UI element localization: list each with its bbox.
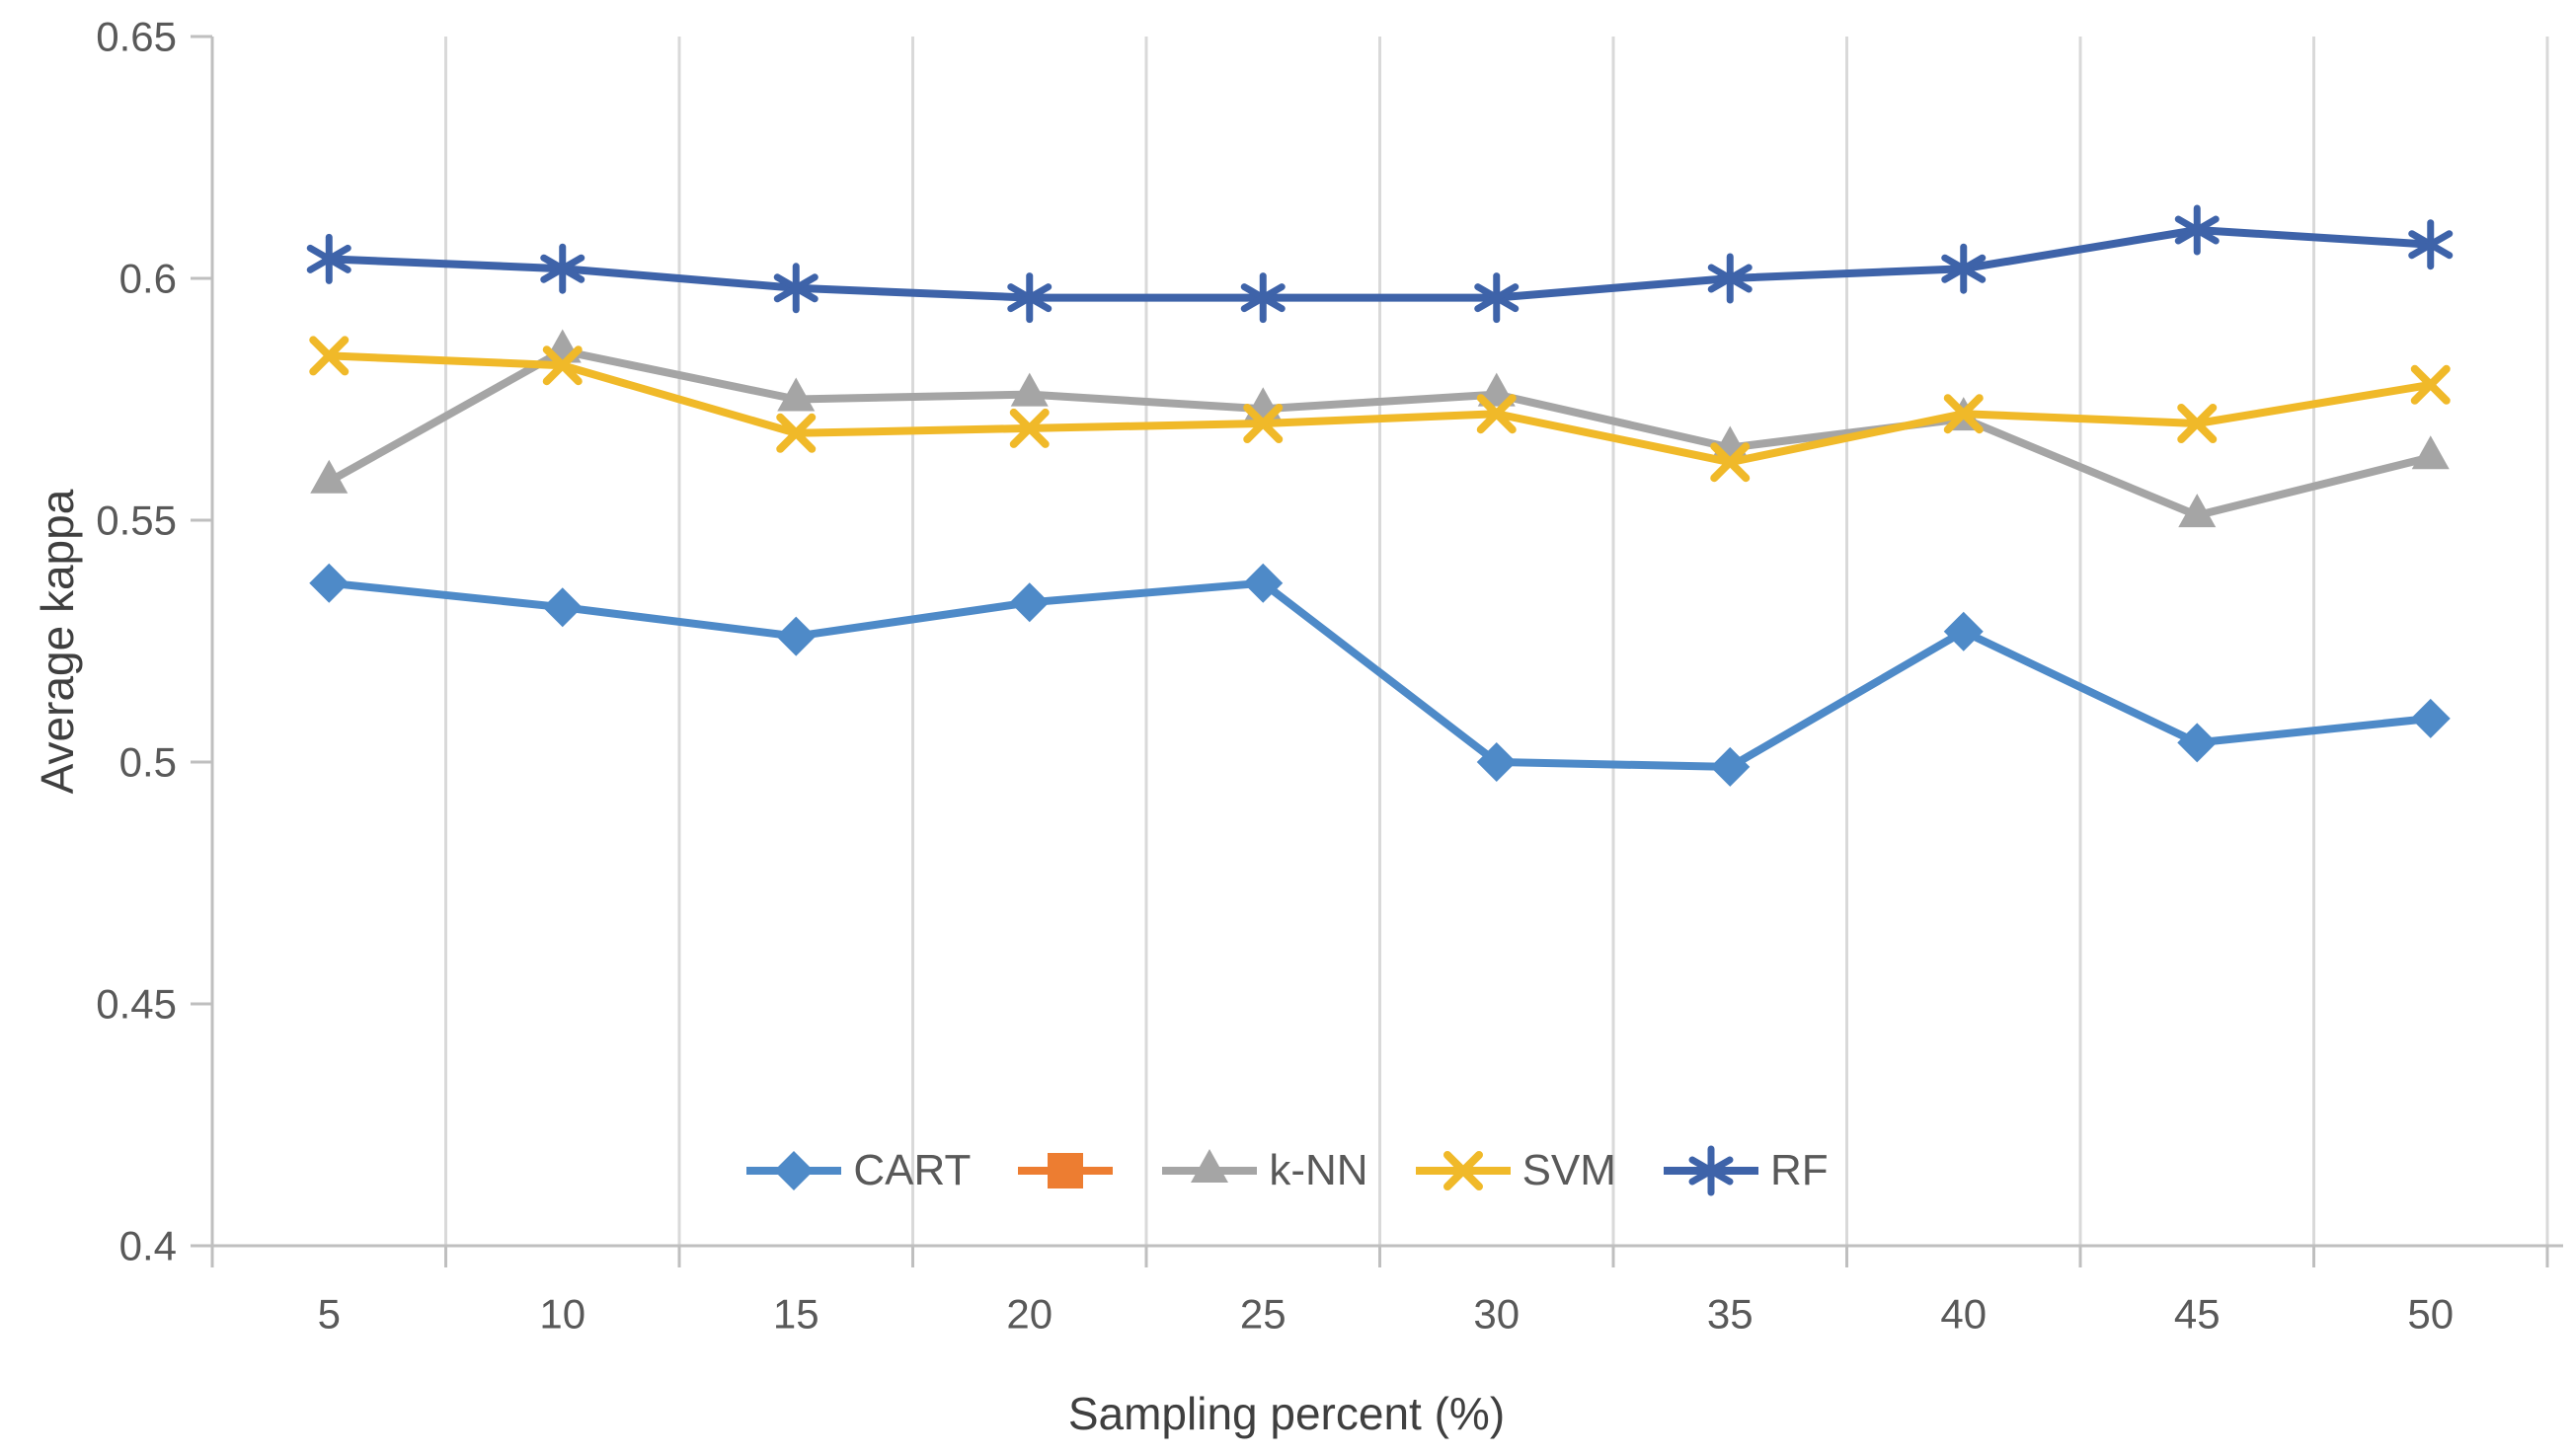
legend-sample	[1162, 1149, 1258, 1183]
triangle-marker-icon	[1477, 372, 1516, 407]
x-marker-icon	[2177, 404, 2218, 443]
triangle-marker-icon	[777, 377, 816, 412]
diamond-marker-icon	[1943, 611, 1984, 651]
x-marker-icon	[1442, 1151, 1483, 1190]
x-tick-label: 5	[318, 1291, 341, 1338]
x-marker-icon	[1710, 442, 1751, 483]
x-marker-icon	[1243, 404, 1284, 443]
asterisk-marker-icon	[1240, 283, 1286, 313]
diamond-marker-icon	[774, 1151, 815, 1190]
diamond-marker-icon	[542, 587, 583, 628]
y-tick-label: 0.5	[119, 739, 177, 786]
diamond-marker-icon	[309, 563, 350, 603]
diamond-marker-icon	[1009, 582, 1050, 623]
asterisk-marker-icon	[1941, 254, 1987, 283]
x-tick-label: 20	[1006, 1291, 1053, 1338]
legend-label: k-NN	[1269, 1146, 1368, 1194]
y-tick-label: 0.6	[119, 256, 177, 302]
diamond-marker-icon	[1710, 746, 1751, 787]
legend-item-unnamed	[1016, 1143, 1115, 1198]
series-line-k-nn	[327, 346, 2432, 520]
x-tick-label: 40	[1940, 1291, 1987, 1338]
legend-item-k-nn: k-NN	[1160, 1143, 1368, 1198]
legend-sample	[746, 1151, 842, 1190]
asterisk-marker-icon	[773, 273, 819, 303]
x-marker-icon	[1009, 408, 1050, 448]
x-marker-icon	[1943, 394, 1984, 434]
legend-sample	[1663, 1145, 1758, 1196]
legend-item-cart: CART	[744, 1143, 971, 1198]
legend-item-svm: SVM	[1414, 1143, 1616, 1198]
legend: CART k-NN SVM RF	[0, 1143, 2573, 1198]
series-line-cart	[328, 578, 2432, 771]
x-marker-icon	[1476, 394, 1517, 434]
asterisk-marker-icon	[2408, 230, 2454, 260]
asterisk-marker-icon	[1474, 283, 1520, 313]
y-tick-label: 0.45	[96, 981, 177, 1028]
legend-label: SVM	[1521, 1146, 1616, 1194]
triangle-marker-icon	[1010, 372, 1049, 407]
square-marker-icon	[1048, 1153, 1084, 1188]
x-tick-label: 45	[2174, 1291, 2221, 1338]
series-line-svm	[329, 351, 2432, 467]
triangle-marker-icon	[2178, 494, 2217, 528]
diamond-marker-icon	[776, 616, 817, 656]
legend-label: CART	[853, 1146, 972, 1194]
x-tick-label: 10	[539, 1291, 585, 1338]
asterisk-marker-icon	[306, 244, 351, 273]
x-tick-label: 30	[1473, 1291, 1520, 1338]
x-axis-title: Sampling percent (%)	[1067, 1388, 1506, 1439]
x-marker-icon	[2410, 364, 2451, 405]
y-tick-label: 0.55	[96, 498, 177, 544]
x-marker-icon	[542, 345, 583, 386]
asterisk-marker-icon	[1688, 1156, 1734, 1186]
diamond-marker-icon	[2177, 723, 2218, 763]
legend-item-rf: RF	[1662, 1143, 1829, 1198]
legend-label: RF	[1769, 1146, 1829, 1194]
series-line-rf	[329, 226, 2431, 302]
diamond-marker-icon	[1476, 742, 1517, 782]
x-marker-icon	[309, 336, 350, 376]
legend-sample	[1415, 1151, 1511, 1190]
x-tick-label: 25	[1240, 1291, 1286, 1338]
y-tick-label: 0.65	[96, 14, 177, 60]
x-tick-label: 15	[773, 1291, 819, 1338]
asterisk-marker-icon	[1707, 264, 1753, 293]
y-tick-label: 0.4	[119, 1223, 177, 1269]
diamond-marker-icon	[1243, 563, 1284, 603]
triangle-marker-icon	[2411, 435, 2450, 470]
asterisk-marker-icon	[1007, 283, 1053, 313]
y-axis-title: Average kappa	[32, 489, 83, 795]
triangle-marker-icon	[1191, 1149, 1229, 1183]
legend-sample	[1018, 1153, 1114, 1188]
x-tick-label: 35	[1707, 1291, 1754, 1338]
triangle-marker-icon	[310, 459, 349, 494]
asterisk-marker-icon	[2174, 215, 2220, 245]
x-tick-label: 50	[2407, 1291, 2454, 1338]
x-marker-icon	[776, 413, 817, 453]
diamond-marker-icon	[2410, 698, 2451, 738]
asterisk-marker-icon	[540, 254, 585, 283]
